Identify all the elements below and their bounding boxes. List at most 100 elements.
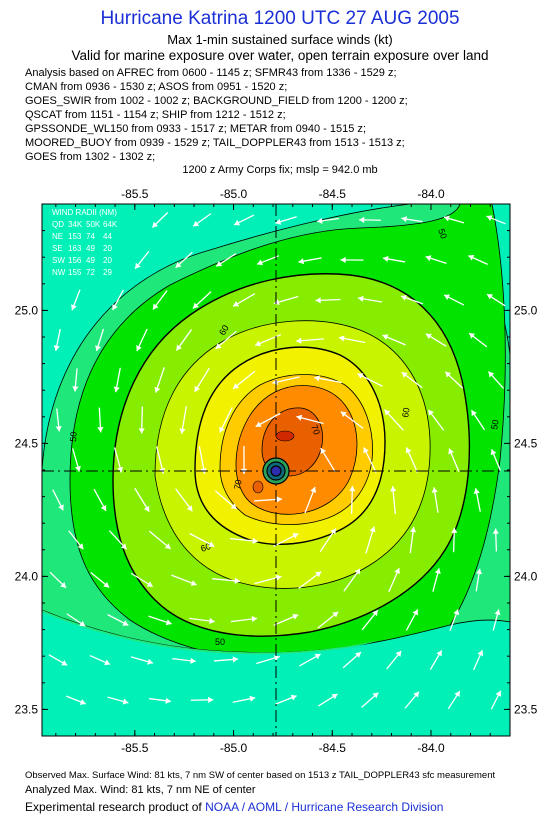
wind-vector-arrow (138, 406, 145, 434)
wind-vector-arrow (175, 488, 193, 512)
wind-vector-arrow (429, 650, 443, 670)
wind-vector-arrow (72, 448, 81, 472)
wind-vector-arrow (298, 571, 322, 589)
wind-vector-arrow (405, 609, 419, 631)
wind-vector-arrow (130, 656, 154, 665)
wind-radii-cell: 156 (68, 256, 82, 265)
wind-vector-arrow (296, 337, 324, 344)
wind-vector-arrow (175, 329, 193, 351)
wind-vector-arrow (113, 367, 121, 393)
wind-vector-arrow (468, 254, 488, 265)
wind-vector-arrow (232, 293, 256, 307)
wind-radii-cell: 49 (86, 244, 95, 253)
wind-vector-arrow (320, 447, 336, 473)
wind-radii-title: WIND RADII (NM) (52, 208, 117, 217)
wind-vector-arrow (148, 615, 172, 626)
wind-vector-arrow (148, 530, 172, 550)
x-tick-label-top: -84.0 (417, 187, 445, 201)
wind-vector-arrow (425, 333, 447, 347)
wind-field-chart: 50 50 50 50 60 60 60 70 70 WIND RADII (N… (15, 187, 538, 755)
wind-vector-arrow (134, 250, 150, 270)
wind-vector-arrow (68, 530, 84, 550)
wind-vector-arrow (357, 295, 383, 303)
y-tick-label-right: 24.5 (514, 436, 538, 450)
wind-vector-arrow (361, 692, 379, 708)
wind-vector-arrow (338, 335, 366, 344)
wind-vector-arrow (490, 690, 502, 710)
y-tick-label-right: 25.0 (514, 303, 538, 317)
contour-label: 60 (217, 323, 231, 337)
wind-vector-arrow (473, 649, 484, 671)
wind-vector-arrow (254, 574, 282, 585)
contour-label: 60 (400, 407, 412, 419)
wind-radii-cell: NE (52, 232, 63, 241)
wind-vector-arrow (273, 295, 299, 306)
axis-ticks (42, 204, 511, 736)
wind-vector-arrow (298, 257, 322, 265)
wind-vector-arrow (230, 615, 258, 623)
wind-vector-arrow (113, 447, 124, 473)
wind-vector-arrow (404, 691, 420, 709)
wind-radii-cell: NW (52, 268, 66, 277)
wind-vector-arrow (192, 291, 212, 309)
wind-vector-arrow (189, 532, 215, 548)
noaa-aoml-hrd-link[interactable]: NOAA / AOML / Hurricane Research Divisio… (205, 800, 444, 814)
contour-label: 50 (489, 419, 501, 431)
wind-radii-cell: SW (52, 256, 65, 265)
wind-radii-cell: 155 (68, 268, 82, 277)
storm-center (262, 457, 290, 485)
axis-labels: -85.5 -85.5 -85.0 -85.0 -84.5 -84.5 -84.0 -84.0… (15, 187, 538, 755)
wind-vector-arrow (107, 614, 129, 626)
contour-label: 70 (309, 423, 322, 436)
wind-vector-arrow (486, 293, 506, 307)
wind-vector-arrow (230, 537, 258, 544)
wind-vector-arrow (340, 256, 364, 264)
wind-vector-arrow (431, 487, 439, 513)
wind-vector-arrow (359, 216, 381, 223)
wind-vector-arrow (400, 294, 424, 305)
wind-vector-arrow (384, 409, 404, 431)
analysis-line: CMAN from 0936 - 1530 z; ASOS from 0951 … (25, 81, 288, 93)
wind-vector-arrow (90, 572, 110, 588)
wind-vector-arrow (448, 448, 460, 472)
y-tick-label-right: 23.5 (514, 702, 538, 716)
wind-vector-arrow (315, 297, 341, 304)
wind-vector-arrow (342, 651, 362, 669)
wind-vector-arrow (71, 289, 81, 311)
wind-vector-arrow (108, 530, 128, 550)
wind-vector-arrow (405, 447, 419, 473)
analyzed-max-wind: Analyzed Max. Wind: 81 kts, 7 nm NE of c… (25, 784, 256, 796)
wind-vector-arrow (151, 212, 169, 228)
wind-radii-cell: 44 (103, 232, 112, 241)
wind-vector-arrow (215, 330, 237, 350)
analysis-line: GPSSONDE_WL150 from 0933 - 1517 z; METAR… (25, 123, 366, 135)
wind-vector-arrow (475, 568, 483, 592)
contour-label: 50 (436, 227, 449, 240)
wind-vector-arrow (314, 375, 342, 384)
wind-vector-arrow (255, 412, 281, 428)
contour-label: 50 (68, 431, 79, 442)
wind-vector-arrow (468, 332, 488, 348)
x-tick-label-bottom: -85.5 (121, 741, 149, 755)
wind-vector-arrow (232, 370, 256, 390)
wind-vector-arrow (254, 333, 282, 347)
wind-vector-arrow (492, 528, 499, 552)
wind-vector-arrow (232, 695, 256, 703)
wind-vector-arrow (432, 568, 441, 592)
wind-vector-arrow (388, 567, 400, 593)
wind-vector-arrow (318, 693, 338, 707)
wind-vector-arrow (97, 407, 104, 433)
wind-vector-arrow (304, 486, 317, 514)
wind-vector-arrow (316, 217, 340, 224)
wind-radii-cell: 20 (103, 256, 112, 265)
chart-subtitle: Max 1-min sustained surface winds (kt) (167, 32, 393, 47)
wind-vector-arrow (130, 572, 154, 588)
wind-vector-arrow (427, 409, 445, 431)
wind-vector-arrow (93, 488, 107, 512)
y-tick-label-right: 24.0 (514, 569, 538, 583)
wind-vector-arrow (382, 255, 406, 263)
wind-vector-arrow (172, 657, 196, 664)
wind-vector-arrow (492, 609, 501, 631)
wind-vector-arrow (52, 489, 64, 511)
wind-vector-arrow (357, 373, 383, 387)
